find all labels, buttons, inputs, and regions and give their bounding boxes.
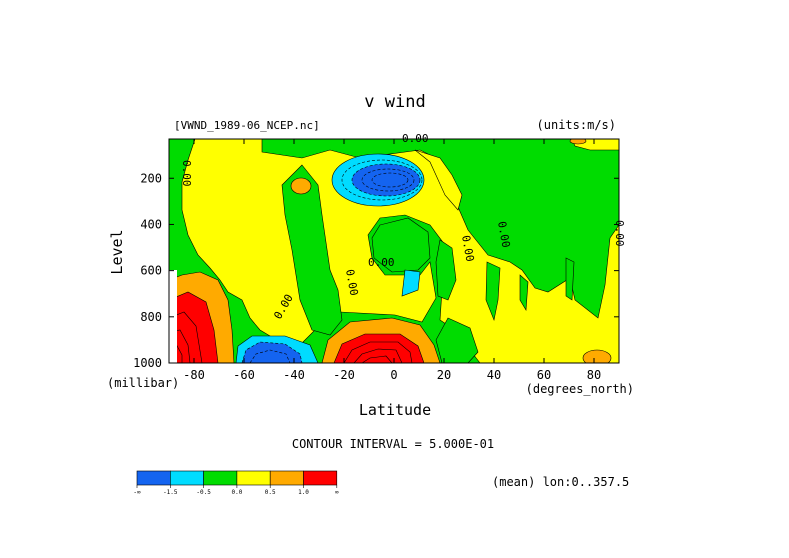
y-tick-label: 400: [140, 217, 162, 231]
lower-negative-core: [235, 335, 319, 363]
colorbar-swatch: [236, 470, 271, 486]
colorbar-label: ∞: [335, 489, 339, 496]
colorbar-swatch: [303, 470, 338, 486]
y-axis-label: Level: [108, 229, 126, 274]
x-axis: -80 -60 -40 -20 0 20 40 60 80: [183, 139, 601, 382]
chart-title: v wind: [364, 92, 425, 112]
colorbar-label: -1.5: [163, 489, 178, 496]
colorbar-label: 0.0: [231, 489, 242, 496]
green-regions: [281, 164, 575, 363]
x-tick-label: -20: [333, 368, 355, 382]
y-tick-label: 1000: [133, 356, 162, 370]
contour-field: [169, 139, 619, 363]
small-orange-patches: [290, 139, 612, 363]
x-tick-label: -40: [283, 368, 305, 382]
x-tick-label: 80: [587, 368, 601, 382]
colorbar-swatch: [269, 470, 304, 486]
upper-negative-core: [331, 153, 425, 207]
colorbar-swatch: [170, 470, 204, 486]
contour-label: 0.00: [180, 160, 193, 187]
colorbar-label: -0.5: [196, 489, 211, 496]
colorbar: -∞ -1.5 -0.5 0.0 0.5 1.0 ∞: [133, 470, 339, 496]
y-tick-label: 200: [140, 171, 162, 185]
lower-positive-core: [321, 317, 441, 363]
contour-label: 0.00: [368, 256, 395, 269]
contour-interval: CONTOUR INTERVAL = 5.000E-01: [292, 437, 494, 451]
x-tick-label: -80: [183, 368, 205, 382]
y-tick-label: 600: [140, 264, 162, 278]
y-axis-units: (millibar): [107, 376, 179, 390]
y-axis: 200 400 600 800 1000: [133, 171, 619, 370]
x-axis-units: (degrees_north): [526, 382, 634, 396]
x-tick-label: 20: [437, 368, 451, 382]
x-axis-label: Latitude: [359, 401, 431, 419]
colorbar-swatch: [203, 470, 238, 486]
contour-label: 0.00: [495, 220, 512, 248]
contour-labels: 0.00 0.00 0.00 0.00 0.00 0.00 0.00 0.00: [180, 132, 626, 322]
subtitle-left: [VWND_1989-06_NCEP.nc]: [174, 119, 320, 132]
x-tick-label: 60: [537, 368, 551, 382]
mean-note: (mean) lon:0..357.5: [492, 475, 629, 489]
y-tick-label: 800: [140, 310, 162, 324]
x-tick-label: 40: [487, 368, 501, 382]
subtitle-right: (units:m/s): [537, 118, 616, 132]
x-tick-label: 0: [390, 368, 397, 382]
colorbar-swatch: [136, 470, 171, 486]
colorbar-label: 0.5: [265, 489, 276, 496]
x-tick-label: -60: [233, 368, 255, 382]
colorbar-label: 1.0: [298, 489, 309, 496]
colorbar-label: -∞: [133, 489, 141, 496]
polar-positive-core: [169, 271, 235, 363]
contour-label: 0.00: [343, 268, 360, 296]
contour-label: 0.00: [459, 234, 476, 262]
